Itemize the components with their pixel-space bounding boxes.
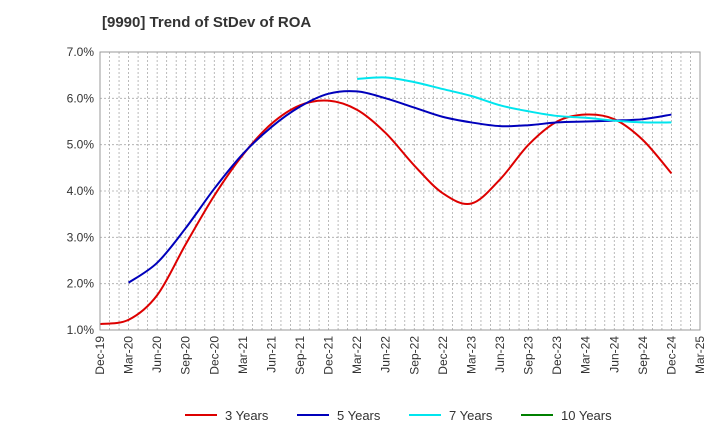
y-tick-label: 2.0%: [67, 277, 95, 291]
x-tick-label: Jun-22: [379, 336, 393, 373]
series-lines: [99, 76, 673, 325]
y-tick-label: 1.0%: [67, 323, 95, 337]
x-tick-label: Mar-21: [236, 336, 250, 374]
y-tick-label: 7.0%: [67, 45, 95, 59]
x-tick-label: Dec-20: [207, 336, 221, 375]
y-axis-ticks: 1.0% 2.0% 3.0% 4.0% 5.0% 6.0% 7.0%: [67, 45, 95, 337]
x-tick-label: Mar-23: [464, 336, 478, 374]
legend-label-3-years: 3 Years: [225, 408, 269, 423]
x-tick-label: Mar-24: [579, 336, 593, 374]
y-tick-label: 6.0%: [67, 91, 95, 105]
legend-label-5-years: 5 Years: [337, 408, 381, 423]
plot-frame: [99, 51, 701, 331]
y-tick-label: 4.0%: [67, 184, 95, 198]
x-tick-label: Dec-21: [322, 336, 336, 375]
legend: 3 Years 5 Years 7 Years 10 Years: [185, 408, 612, 423]
x-tick-label: Sep-22: [407, 336, 421, 375]
x-tick-label: Sep-24: [636, 336, 650, 375]
y-tick-label: 5.0%: [67, 138, 95, 152]
x-tick-label: Dec-23: [550, 336, 564, 375]
y-tick-label: 3.0%: [67, 230, 95, 244]
grid: [100, 52, 700, 330]
series-line-7-years: [357, 76, 672, 124]
x-tick-label: Jun-23: [493, 336, 507, 373]
legend-label-7-years: 7 Years: [449, 408, 493, 423]
series-line-5-years: [127, 90, 672, 284]
x-tick-label: Mar-22: [350, 336, 364, 374]
x-tick-label: Dec-24: [664, 336, 678, 375]
x-axis-ticks: Dec-19 Mar-20 Jun-20 Sep-20 Dec-20 Mar-21 Jun-…: [93, 336, 707, 375]
x-tick-label: Sep-23: [522, 336, 536, 375]
chart-title: [9990] Trend of StDev of ROA: [102, 14, 312, 31]
x-tick-label: Mar-20: [122, 336, 136, 374]
x-tick-label: Sep-20: [179, 336, 193, 375]
legend-label-10-years: 10 Years: [561, 408, 612, 423]
x-tick-label: Dec-19: [93, 336, 107, 375]
x-tick-label: Sep-21: [293, 336, 307, 375]
x-tick-label: Jun-24: [607, 336, 621, 373]
x-tick-label: Mar-25: [693, 336, 707, 374]
x-tick-label: Jun-20: [150, 336, 164, 373]
x-tick-label: Dec-22: [436, 336, 450, 375]
series-line-3-years: [99, 99, 673, 325]
x-tick-label: Jun-21: [264, 336, 278, 373]
